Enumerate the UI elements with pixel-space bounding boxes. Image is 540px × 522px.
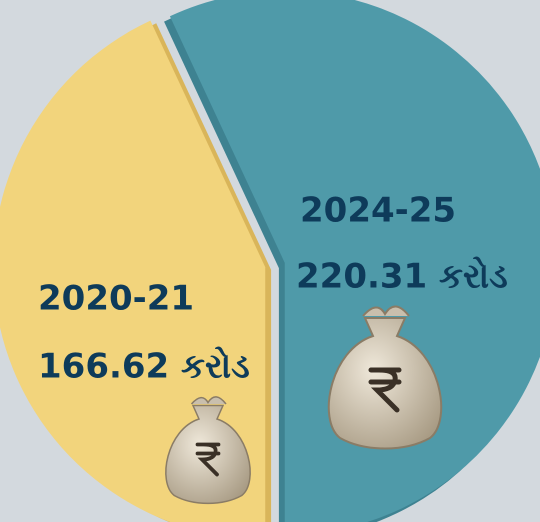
slice <box>169 0 540 522</box>
money-bag <box>165 396 251 505</box>
labels: 2020-21 166.62 કરોડ 2024-25 220.31 કરોડ <box>38 191 508 387</box>
value-label: 220.31 કરોડ <box>296 256 508 297</box>
category-label: 2020-21 <box>38 279 194 319</box>
category-label: 2024-25 <box>300 191 456 231</box>
value-label: 166.62 કરોડ <box>38 346 250 387</box>
slice <box>0 20 266 522</box>
money-bag <box>327 305 443 450</box>
